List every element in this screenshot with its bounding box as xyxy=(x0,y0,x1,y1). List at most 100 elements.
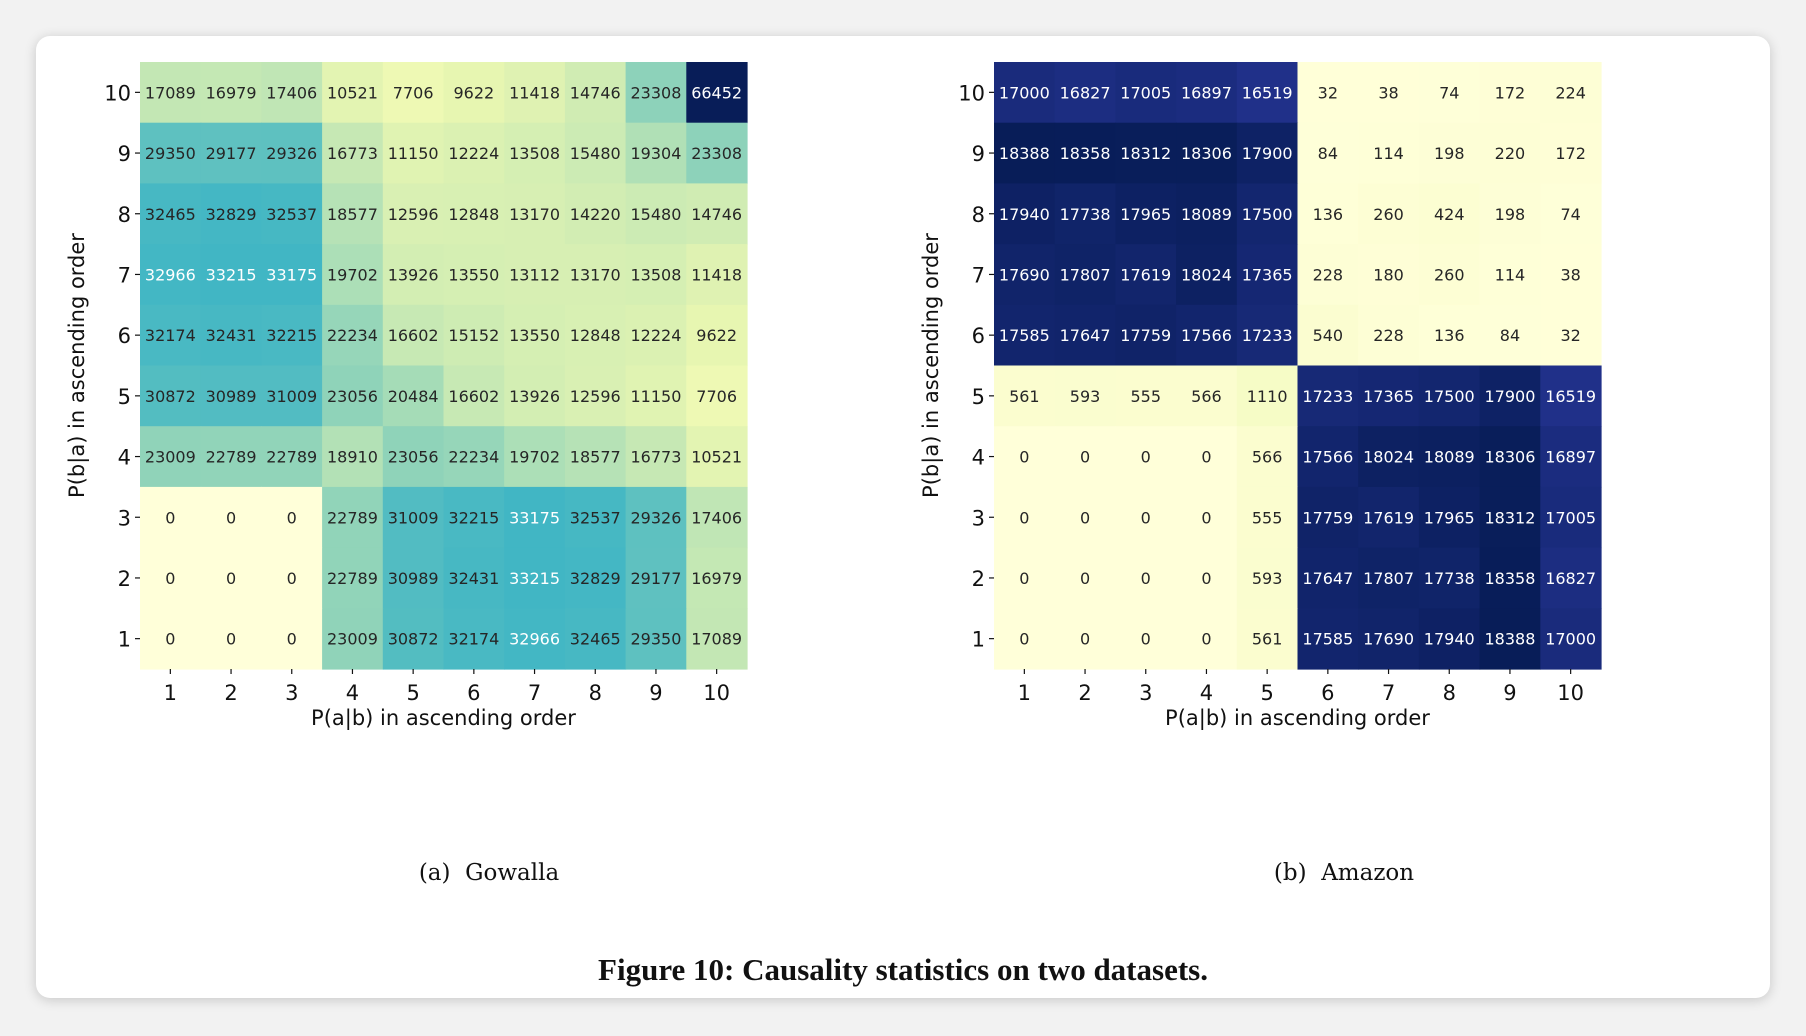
cell-value: 22789 xyxy=(327,508,378,527)
heatmap-cell xyxy=(1358,122,1420,184)
x-tick-label: 5 xyxy=(406,681,419,705)
cell-value: 7706 xyxy=(393,83,434,102)
heatmap-cell xyxy=(686,122,748,184)
cell-value: 10521 xyxy=(691,448,742,467)
cell-value: 17000 xyxy=(999,83,1050,102)
heatmap-cell xyxy=(261,486,323,549)
cell-value: 23056 xyxy=(388,448,439,467)
cell-value: 13508 xyxy=(509,144,560,163)
heatmap-cell xyxy=(1115,486,1177,549)
heatmap-cell xyxy=(322,304,384,367)
heatmap-cell xyxy=(1054,62,1116,124)
heatmap-cell xyxy=(1236,304,1299,367)
cell-value: 30989 xyxy=(388,569,439,588)
cell-value: 17005 xyxy=(1545,508,1596,527)
heatmap-cell xyxy=(1054,426,1116,488)
heatmap-cell xyxy=(1418,183,1481,245)
cell-value: 136 xyxy=(1313,205,1344,224)
heatmap-cell xyxy=(382,608,445,670)
cell-value: 0 xyxy=(287,630,297,649)
cell-value: 17738 xyxy=(1060,205,1111,224)
cell-value: 16979 xyxy=(206,83,257,102)
heatmap-cell xyxy=(261,547,323,609)
heatmap-cell xyxy=(686,304,748,367)
cell-value: 32431 xyxy=(206,326,257,345)
y-tick-label: 10 xyxy=(104,81,131,105)
heatmap-cell xyxy=(322,547,384,609)
cell-value: 17000 xyxy=(1545,630,1596,649)
cell-value: 566 xyxy=(1252,448,1283,467)
heatmap-cell xyxy=(1236,122,1299,184)
cell-value: 17738 xyxy=(1424,569,1475,588)
cell-value: 17500 xyxy=(1242,205,1293,224)
y-tick-label: 7 xyxy=(972,263,985,287)
heatmap-cell xyxy=(1540,608,1602,670)
cell-value: 17233 xyxy=(1242,326,1293,345)
heatmap-cell xyxy=(1418,304,1481,367)
heatmap-cell xyxy=(564,304,627,367)
subcaption-label: (a) xyxy=(418,860,451,886)
y-tick-label: 3 xyxy=(972,506,985,530)
cell-value: 17089 xyxy=(691,630,742,649)
heatmap-cell xyxy=(1358,426,1420,488)
heatmap-cell xyxy=(1479,183,1541,245)
cell-value: 16519 xyxy=(1545,387,1596,406)
x-tick-label: 1 xyxy=(164,681,177,705)
x-axis-label: P(a|b) in ascending order xyxy=(311,706,576,731)
y-tick-label: 1 xyxy=(118,628,131,652)
cell-value: 17406 xyxy=(691,508,742,527)
cell-value: 23308 xyxy=(630,83,681,102)
heatmap-cell xyxy=(1297,426,1359,488)
cell-value: 17647 xyxy=(1302,569,1353,588)
y-tick-label: 6 xyxy=(118,324,131,348)
cell-value: 0 xyxy=(1080,508,1090,527)
heatmap-cell xyxy=(1358,304,1420,367)
x-tick-label: 5 xyxy=(1260,681,1273,705)
heatmap-cell xyxy=(994,547,1056,609)
heatmap-cell xyxy=(564,244,627,306)
heatmap-cell xyxy=(200,547,262,609)
heatmap-cell xyxy=(1540,122,1602,184)
cell-value: 0 xyxy=(1080,630,1090,649)
y-tick-label: 2 xyxy=(118,567,131,591)
cell-value: 17619 xyxy=(1363,508,1414,527)
heatmap-cell xyxy=(140,62,202,124)
cell-value: 17500 xyxy=(1424,387,1475,406)
y-tick-label: 8 xyxy=(118,203,131,227)
x-tick-label: 7 xyxy=(528,681,541,705)
heatmap-cell xyxy=(200,62,262,124)
cell-value: 11150 xyxy=(388,144,439,163)
heatmap-cell xyxy=(200,426,262,488)
heatmap-cell xyxy=(1176,122,1238,184)
heatmap-cell xyxy=(1176,304,1238,367)
cell-value: 17940 xyxy=(1424,630,1475,649)
heatmap-cell xyxy=(504,365,566,427)
heatmap-cell xyxy=(1054,122,1116,184)
heatmap-cell xyxy=(564,122,627,184)
heatmap-cell xyxy=(625,62,687,124)
cell-value: 17965 xyxy=(1424,508,1475,527)
heatmap-cell xyxy=(686,62,748,124)
cell-value: 14746 xyxy=(691,205,742,224)
cell-value: 33175 xyxy=(509,508,560,527)
cell-value: 180 xyxy=(1373,265,1404,284)
heatmap-cell xyxy=(686,426,748,488)
cell-value: 84 xyxy=(1318,144,1338,163)
heatmap-cell xyxy=(443,547,505,609)
heatmap-cell xyxy=(1176,547,1238,609)
heatmap-cell xyxy=(1418,365,1481,427)
cell-value: 114 xyxy=(1495,265,1526,284)
heatmap-cell xyxy=(322,183,384,245)
x-tick-label: 9 xyxy=(649,681,662,705)
cell-value: 228 xyxy=(1313,265,1344,284)
heatmap-cell xyxy=(504,608,566,670)
heatmap-cell xyxy=(994,608,1056,670)
heatmap-cell xyxy=(625,183,687,245)
cell-value: 561 xyxy=(1252,630,1283,649)
cell-value: 29350 xyxy=(145,144,196,163)
heatmap-cell xyxy=(382,426,445,488)
cell-value: 16979 xyxy=(691,569,742,588)
cell-value: 32 xyxy=(1318,83,1338,102)
heatmap-cell xyxy=(994,122,1056,184)
cell-value: 540 xyxy=(1313,326,1344,345)
